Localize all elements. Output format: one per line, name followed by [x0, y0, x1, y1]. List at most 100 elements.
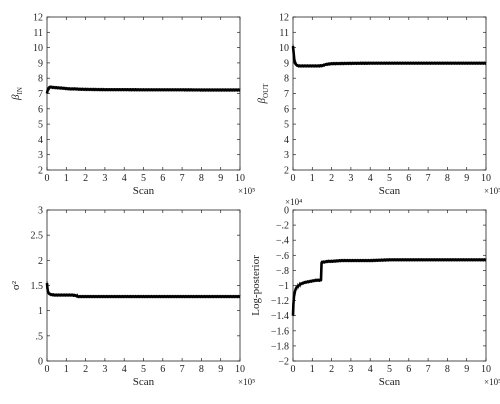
- x-tick-label: 1: [64, 364, 69, 375]
- y-axis-label: σ²: [10, 280, 22, 290]
- y-tick-label: 8: [284, 74, 289, 85]
- series-noise: [292, 258, 487, 315]
- y-tick-label: 9: [284, 58, 289, 69]
- panel-3: 0 1 2 3 4 5 6 7 8 9 10 0 .5 1 1.5 2 2.5 3 Scan ×10⁵ σ²: [10, 206, 255, 389]
- y-multiplier: ×10⁴: [285, 197, 302, 207]
- x-tick-label: 7: [426, 173, 431, 184]
- x-tick-label: 5: [387, 173, 392, 184]
- x-tick-label: 4: [368, 173, 373, 184]
- y-tick-label: 10: [33, 43, 43, 54]
- y-tick-label: 2: [284, 166, 289, 177]
- x-tick-label: 9: [464, 364, 469, 375]
- x-tick-label: 0: [45, 173, 50, 184]
- x-tick-label: 0: [291, 173, 296, 184]
- y-tick-label: 3: [38, 150, 43, 161]
- y-tick-label: 4: [38, 135, 43, 146]
- y-tick-label: −1.8: [271, 341, 289, 352]
- x-axis-label: Scan: [379, 376, 401, 388]
- y-tick-label: 2.5: [31, 231, 44, 242]
- y-tick-label: 1.5: [31, 281, 44, 292]
- x-tick-label: 2: [329, 364, 334, 375]
- series-noise: [46, 85, 241, 93]
- x-tick-label: 4: [368, 364, 373, 375]
- x-tick-label: 8: [199, 173, 204, 184]
- x-tick-label: 2: [83, 173, 88, 184]
- x-tick-label: 2: [83, 364, 88, 375]
- x-tick-label: 1: [64, 173, 69, 184]
- y-tick-label: −1.4: [271, 311, 289, 322]
- y-tick-label: 2: [38, 166, 43, 177]
- x-tick-label: 3: [348, 364, 353, 375]
- x-tick-label: 4: [122, 364, 127, 375]
- y-axis-label: Log-posterior: [250, 255, 262, 316]
- plot-frame: [46, 209, 241, 362]
- y-tick-label: 3: [38, 206, 43, 217]
- x-tick-label: 6: [406, 364, 411, 375]
- x-tick-label: 3: [102, 173, 107, 184]
- x-tick-label: 9: [464, 173, 469, 184]
- y-tick-label: 12: [279, 13, 289, 24]
- series-noise: [292, 44, 487, 68]
- y-tick-label: 10: [279, 43, 289, 54]
- x-tick-label: 10: [235, 173, 245, 184]
- y-tick-label: −.2: [276, 221, 289, 232]
- x-tick-label: 4: [122, 173, 127, 184]
- y-tick-label: 5: [284, 120, 289, 131]
- x-tick-label: 10: [235, 364, 245, 375]
- x-tick-label: 6: [160, 173, 165, 184]
- x-tick-label: 5: [387, 364, 392, 375]
- y-tick-label: .5: [36, 331, 44, 342]
- y-tick-label: 6: [284, 104, 289, 115]
- x-tick-label: 0: [291, 364, 296, 375]
- x-tick-label: 8: [445, 173, 450, 184]
- y-tick-label: 5: [38, 120, 43, 131]
- x-tick-label: 5: [141, 364, 146, 375]
- panel-4: 0 1 2 3 4 5 6 7 8 9 10 −2 −1.8 −1.6 −1.4 −1.2 −1 −.8 −.6 −.…: [250, 197, 500, 388]
- x-axis-label: Scan: [133, 376, 155, 388]
- y-tick-label: 6: [38, 104, 43, 115]
- x-tick-label: 0: [45, 364, 50, 375]
- x-tick-label: 5: [141, 173, 146, 184]
- x-multiplier: ×10⁵: [238, 186, 255, 196]
- y-tick-label: 7: [284, 89, 289, 100]
- x-tick-label: 8: [445, 364, 450, 375]
- y-tick-label: 9: [38, 58, 43, 69]
- y-axis-label: βOUT: [256, 83, 270, 105]
- x-tick-label: 1: [310, 173, 315, 184]
- x-multiplier: ×10⁵: [484, 186, 500, 196]
- x-tick-label: 2: [329, 173, 334, 184]
- x-tick-label: 9: [218, 364, 223, 375]
- x-axis-label: Scan: [379, 185, 401, 197]
- y-tick-label: 3: [284, 150, 289, 161]
- series-noise: [46, 281, 241, 299]
- x-tick-label: 7: [426, 364, 431, 375]
- plot-frame: [46, 16, 241, 171]
- plot-frame: [292, 16, 487, 171]
- x-tick-label: 8: [199, 364, 204, 375]
- y-tick-label: 0: [284, 206, 289, 217]
- x-axis-label: Scan: [133, 185, 155, 197]
- y-tick-label: 0: [38, 357, 43, 368]
- x-tick-label: 10: [481, 173, 491, 184]
- x-multiplier: ×10⁵: [484, 377, 500, 387]
- y-tick-label: 1: [38, 306, 43, 317]
- y-tick-label: −1.6: [271, 326, 289, 337]
- y-tick-label: −1: [278, 281, 289, 292]
- x-tick-label: 7: [180, 173, 185, 184]
- y-tick-label: −1.2: [271, 296, 289, 307]
- y-tick-label: 11: [33, 28, 43, 39]
- plot-frame: [292, 209, 487, 362]
- y-tick-label: 2: [38, 256, 43, 267]
- y-tick-label: −.8: [276, 266, 289, 277]
- y-tick-label: −2: [278, 357, 289, 368]
- y-tick-label: 7: [38, 89, 43, 100]
- y-tick-label: 4: [284, 135, 289, 146]
- x-tick-label: 3: [102, 364, 107, 375]
- x-tick-label: 9: [218, 173, 223, 184]
- x-tick-label: 6: [406, 173, 411, 184]
- y-tick-label: 8: [38, 74, 43, 85]
- y-tick-label: 12: [33, 13, 43, 24]
